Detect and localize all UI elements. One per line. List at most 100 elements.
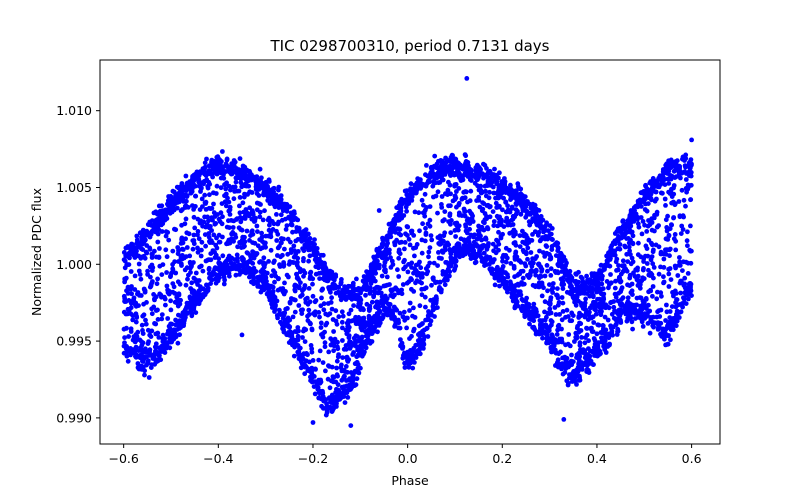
data-point: [555, 295, 561, 301]
data-point: [300, 335, 305, 340]
data-point: [125, 291, 131, 296]
data-point: [588, 326, 593, 331]
data-point: [301, 326, 307, 332]
data-point: [583, 296, 588, 302]
data-point: [128, 326, 134, 332]
data-point: [272, 279, 277, 285]
data-point: [128, 311, 134, 317]
data-point: [607, 341, 612, 347]
data-point: [432, 153, 438, 159]
data-point: [323, 368, 328, 374]
data-point: [167, 345, 173, 351]
data-point: [165, 331, 170, 337]
data-point: [462, 209, 467, 215]
data-point: [520, 239, 526, 245]
data-point: [292, 329, 298, 334]
data-point: [221, 175, 227, 181]
data-point: [448, 256, 454, 262]
data-point: [318, 270, 324, 276]
data-point: [630, 240, 636, 246]
data-point: [268, 232, 273, 238]
data-point: [627, 272, 633, 278]
data-point: [550, 285, 556, 291]
data-point: [343, 290, 348, 295]
data-point: [344, 320, 350, 326]
data-point: [143, 350, 149, 355]
data-point: [511, 263, 517, 269]
data-point: [415, 176, 421, 182]
data-point: [666, 284, 672, 289]
data-point: [176, 292, 182, 298]
data-point: [242, 213, 248, 219]
data-point: [667, 266, 673, 271]
data-point: [667, 226, 673, 232]
data-point: [505, 274, 511, 280]
data-point: [368, 288, 373, 294]
data-point: [205, 183, 211, 189]
data-point: [494, 237, 499, 243]
data-point: [605, 317, 611, 323]
data-point: [283, 227, 289, 232]
data-point: [318, 320, 324, 326]
data-point: [662, 196, 668, 202]
data-point: [326, 349, 332, 355]
data-point: [171, 189, 177, 195]
data-point: [664, 302, 669, 308]
data-point: [216, 256, 222, 262]
data-point: [400, 282, 406, 287]
data-point: [204, 177, 210, 183]
data-point: [435, 189, 441, 195]
data-point: [552, 305, 558, 310]
data-point: [412, 266, 417, 272]
data-point: [316, 378, 322, 384]
data-point: [532, 313, 538, 319]
data-point: [376, 290, 381, 296]
data-point: [307, 270, 313, 276]
data-point: [584, 363, 590, 369]
data-point: [399, 291, 405, 297]
data-point: [240, 170, 246, 176]
data-point: [502, 270, 507, 275]
data-point: [669, 304, 675, 309]
data-point: [195, 245, 200, 251]
data-point: [261, 190, 267, 196]
data-point: [654, 209, 660, 215]
data-point: [594, 331, 600, 337]
data-point: [326, 285, 331, 290]
data-point: [689, 248, 694, 254]
data-point: [233, 217, 239, 222]
data-point: [275, 202, 280, 208]
data-point: [319, 403, 324, 409]
data-point: [484, 246, 490, 252]
data-point: [683, 203, 688, 209]
data-point: [326, 364, 332, 369]
data-point: [418, 265, 424, 271]
data-point: [668, 337, 673, 343]
data-point: [402, 317, 408, 323]
data-point: [467, 226, 472, 232]
data-point: [251, 255, 257, 261]
data-point: [208, 257, 214, 263]
data-point: [580, 290, 586, 296]
data-point: [336, 314, 342, 320]
data-point: [154, 227, 160, 232]
data-point: [664, 247, 670, 253]
data-point: [279, 321, 285, 327]
data-point: [675, 273, 681, 278]
data-point: [622, 231, 628, 237]
data-point: [487, 189, 492, 195]
data-point: [340, 313, 346, 319]
data-point: [547, 306, 553, 312]
data-point: [527, 222, 533, 228]
data-point: [409, 286, 414, 292]
data-point: [140, 340, 146, 346]
data-point: [484, 256, 490, 261]
data-point: [559, 269, 565, 274]
data-point: [226, 183, 232, 189]
data-point: [197, 182, 203, 188]
data-point: [498, 235, 504, 241]
data-point: [149, 362, 155, 367]
data-point: [287, 329, 293, 335]
data-point: [191, 207, 197, 212]
data-point: [186, 272, 191, 278]
